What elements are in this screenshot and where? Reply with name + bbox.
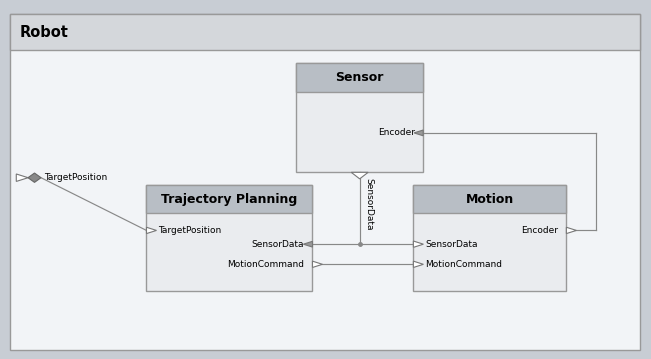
Bar <box>146 185 312 291</box>
Polygon shape <box>413 241 423 247</box>
Text: TargetPosition: TargetPosition <box>158 226 221 235</box>
Polygon shape <box>566 227 576 234</box>
Bar <box>296 63 423 172</box>
Text: Robot: Robot <box>20 25 68 40</box>
Text: Motion: Motion <box>465 193 514 206</box>
Polygon shape <box>352 172 368 179</box>
Text: SensorData: SensorData <box>251 240 304 249</box>
Text: SensorData: SensorData <box>365 178 373 231</box>
Text: Sensor: Sensor <box>335 71 384 84</box>
Bar <box>146 185 312 214</box>
Text: MotionCommand: MotionCommand <box>425 260 502 269</box>
Bar <box>413 185 566 214</box>
Text: Trajectory Planning: Trajectory Planning <box>161 193 298 206</box>
Text: SensorData: SensorData <box>425 240 478 249</box>
Polygon shape <box>16 174 28 181</box>
Polygon shape <box>413 261 423 267</box>
Polygon shape <box>303 241 312 247</box>
Polygon shape <box>312 261 322 267</box>
Text: Encoder: Encoder <box>378 129 415 137</box>
Polygon shape <box>28 173 41 182</box>
Polygon shape <box>146 227 156 234</box>
Text: Encoder: Encoder <box>521 226 558 235</box>
Bar <box>413 185 566 291</box>
Text: MotionCommand: MotionCommand <box>227 260 304 269</box>
Polygon shape <box>414 130 423 136</box>
Text: TargetPosition: TargetPosition <box>44 173 107 182</box>
Bar <box>296 63 423 92</box>
Bar <box>10 14 640 50</box>
